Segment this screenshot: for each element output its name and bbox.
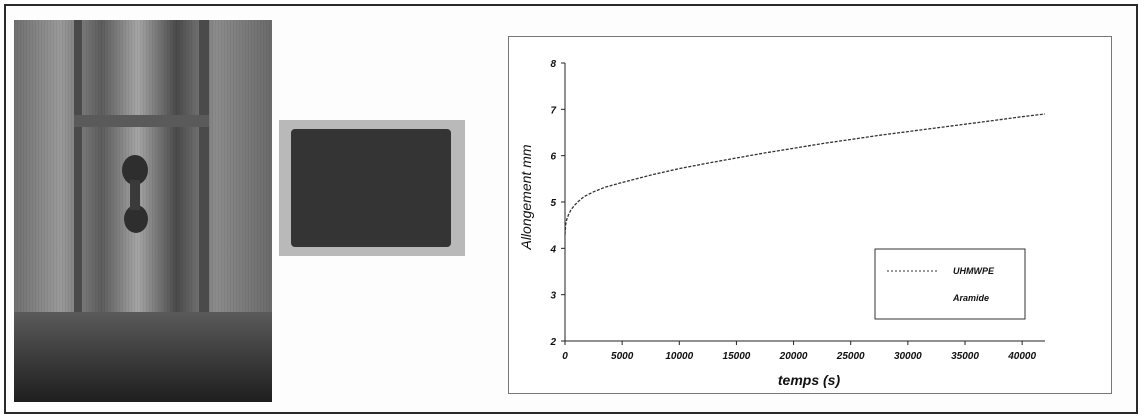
x-tick-label: 0 [562,351,568,362]
legend-label-aramide: Aramide [952,293,989,303]
y-tick-label: 4 [549,244,556,255]
elongation-chart: 2 3 4 5 6 7 8 0 5000 10000 15000 20000 25000 30000 350… [509,37,1111,393]
x-tick-label: 10000 [665,351,693,362]
x-tick-label: 15000 [723,351,751,362]
x-tick-label: 30000 [894,351,922,362]
y-axis-label: Allongement mm [518,144,534,250]
x-tick-label: 20000 [779,351,808,362]
test-rig-photo [14,20,272,402]
y-tick-label: 8 [550,59,556,70]
y-tick-label: 2 [549,337,556,348]
y-tick-label: 7 [550,105,556,116]
legend: UHMWPE Aramide [875,249,1025,319]
chart-container: 2 3 4 5 6 7 8 0 5000 10000 15000 20000 25000 30000 350… [508,36,1112,394]
x-tick-label: 25000 [836,351,865,362]
y-tick-label: 6 [550,152,556,163]
x-axis-label: temps (s) [778,372,841,388]
x-tick-label: 5000 [611,351,634,362]
fabric-sample-photo [279,120,465,256]
legend-box [875,249,1025,319]
series-line-uhmwpe [565,114,1045,234]
x-tick-label: 35000 [951,351,979,362]
y-tick-label: 5 [550,198,556,209]
y-tick-label: 3 [550,291,556,302]
legend-label-uhmwpe: UHMWPE [953,266,995,276]
x-tick-label: 40000 [1007,351,1036,362]
